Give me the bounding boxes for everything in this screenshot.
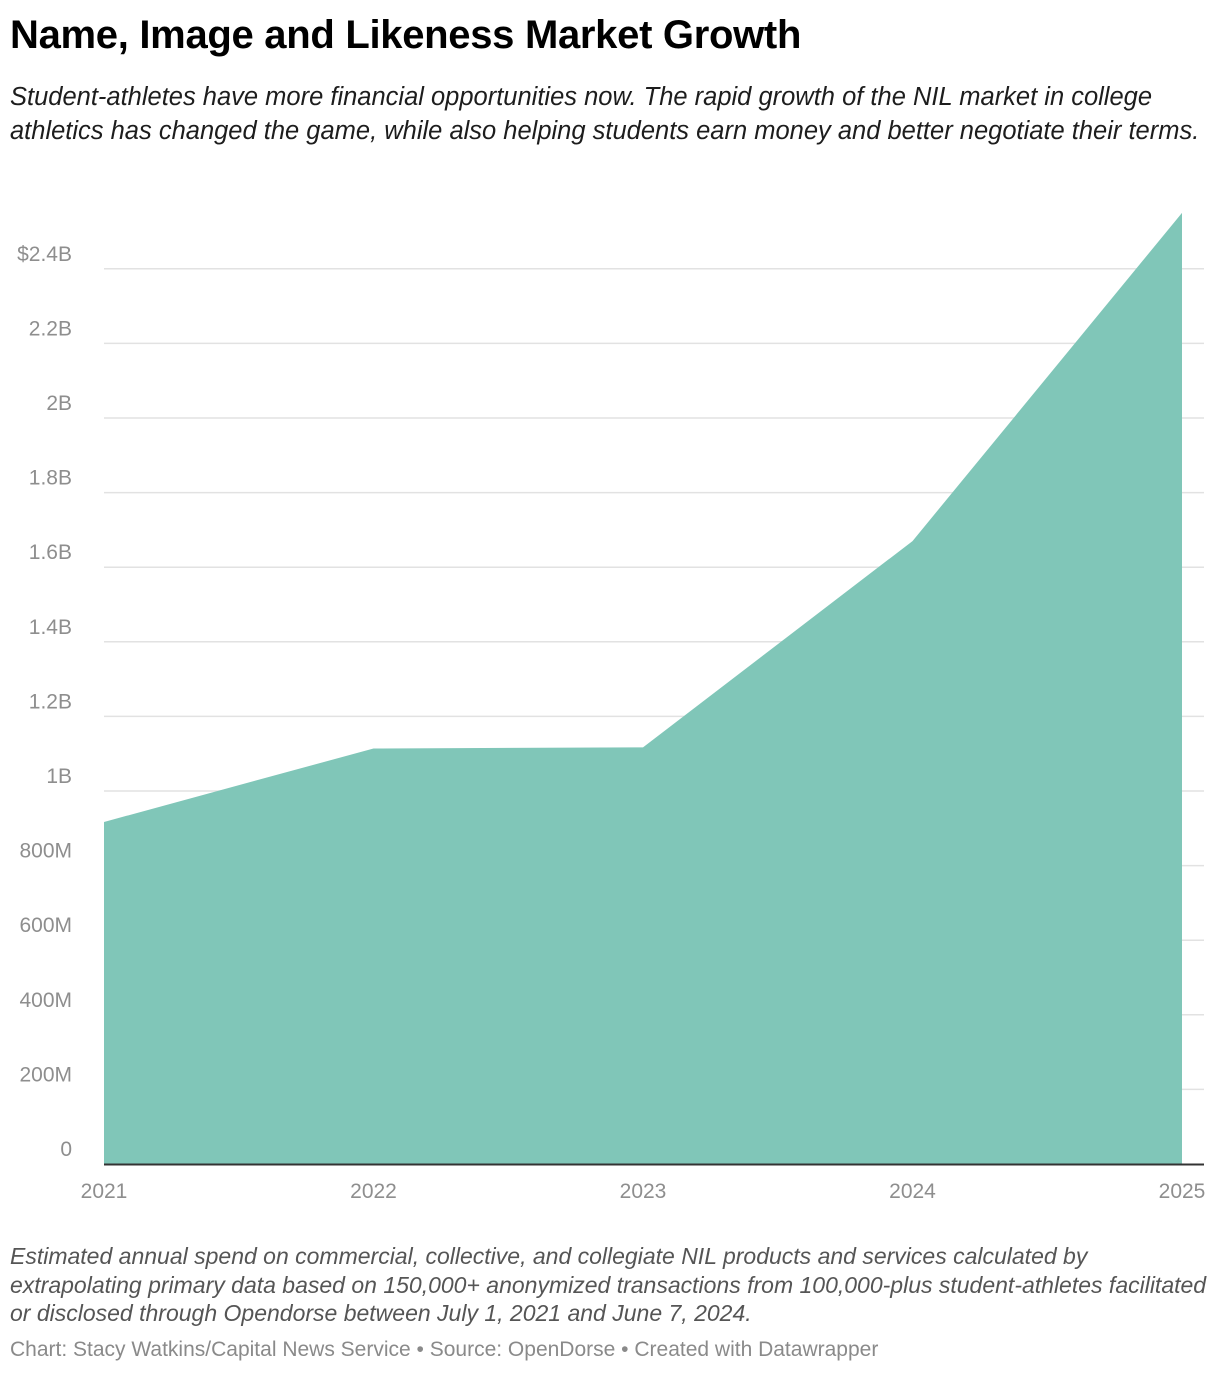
y-tick-label: 800M bbox=[19, 840, 72, 863]
y-tick-label: 2.2B bbox=[29, 317, 72, 340]
y-tick-label: 600M bbox=[19, 914, 72, 937]
y-tick-label: 400M bbox=[19, 989, 72, 1012]
y-tick-label: 1.2B bbox=[29, 690, 72, 713]
byline-separator: • bbox=[410, 1338, 430, 1361]
chart-subtitle: Student-athletes have more financial opp… bbox=[10, 83, 1200, 145]
source-label: Source: OpenDorse bbox=[429, 1338, 616, 1361]
y-tick-label: 1B bbox=[46, 765, 72, 788]
y-tick-label: 200M bbox=[19, 1063, 72, 1086]
x-tick-label: 2023 bbox=[620, 1180, 667, 1203]
x-tick-label: 2025 bbox=[1159, 1180, 1206, 1203]
y-tick-label: 2B bbox=[46, 392, 72, 415]
axes: 0 200M 400M 600M 800M 1B 1.2B 1.4B 1.6B 1.8B 2B 2.2… bbox=[17, 243, 1205, 1203]
y-tick-label: 0 bbox=[60, 1138, 72, 1161]
area-fill bbox=[104, 212, 1182, 1165]
y-tick-label: $2.4B bbox=[17, 243, 72, 266]
chart-area: 0 200M 400M 600M 800M 1B 1.2B 1.4B 1.6B 1.8B 2B 2.2… bbox=[0, 195, 1220, 1215]
chart-byline: Chart: Stacy Watkins/Capital News Servic… bbox=[10, 1337, 1210, 1363]
chart-title: Name, Image and Likeness Market Growth bbox=[10, 13, 802, 57]
x-tick-label: 2021 bbox=[81, 1180, 128, 1203]
created-with-label: Created with Datawrapper bbox=[634, 1338, 879, 1361]
x-tick-label: 2024 bbox=[889, 1180, 936, 1203]
byline-separator: • bbox=[615, 1338, 635, 1361]
chart-notes: Estimated annual spend on commercial, co… bbox=[10, 1243, 1207, 1326]
y-tick-label: 1.6B bbox=[29, 541, 72, 564]
y-tick-label: 1.4B bbox=[29, 616, 72, 639]
area-chart: 0 200M 400M 600M 800M 1B 1.2B 1.4B 1.6B 1.8B 2B 2.2… bbox=[17, 212, 1205, 1203]
y-tick-label: 1.8B bbox=[29, 467, 72, 490]
chart-credit: Chart: Stacy Watkins/Capital News Servic… bbox=[10, 1338, 411, 1361]
x-tick-label: 2022 bbox=[350, 1180, 397, 1203]
area-series bbox=[104, 212, 1182, 1165]
